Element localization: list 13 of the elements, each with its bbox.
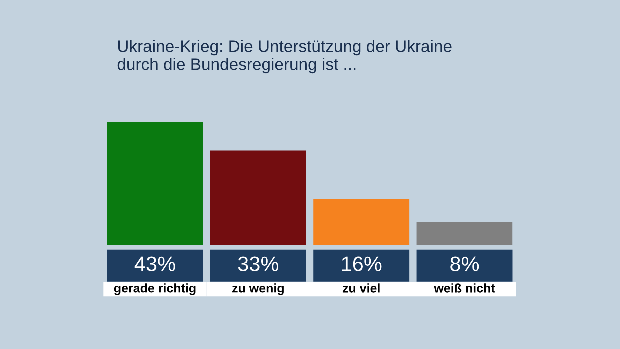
x-tick-label: gerade richtig [114,284,196,296]
x-tick-label: weiß nicht [434,284,496,293]
bar [314,199,410,245]
x-tick-label: zu viel [342,284,380,293]
bar [210,150,306,245]
data-label: 16% [342,256,382,272]
bar [107,122,204,245]
bar [416,222,513,245]
data-label: 33% [238,256,279,272]
data-label: 8% [450,256,480,272]
chart-title: Ukraine-Krieg: Die Unterstützung der Ukraine durch die Bundesregierung ist ... [118,40,452,74]
data-label: 43% [134,256,176,272]
x-tick-label: zu wenig [232,284,284,296]
